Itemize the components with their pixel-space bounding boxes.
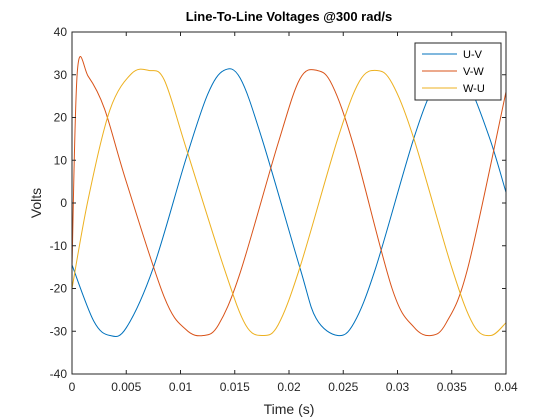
y-tick-label: -30 bbox=[50, 324, 68, 338]
y-tick-label: -40 bbox=[50, 367, 68, 381]
legend: U-V V-W W-U bbox=[414, 42, 502, 101]
axes-layer: 0 0.005 0.01 0.015 0.02 0.025 0.03 0.035 0.04 -40… bbox=[50, 25, 518, 394]
x-tick-label: 0.03 bbox=[386, 380, 410, 394]
legend-label-u-v: U-V bbox=[463, 49, 483, 61]
x-tick-label: 0.04 bbox=[494, 380, 518, 394]
y-tick-label: 10 bbox=[54, 153, 68, 167]
x-tick-label: 0.01 bbox=[169, 380, 193, 394]
x-tick-label: 0.005 bbox=[111, 380, 141, 394]
y-axis-label: Volts bbox=[28, 188, 44, 218]
chart-title: Line-To-Line Voltages @300 rad/s bbox=[186, 9, 393, 24]
series-line-w-u bbox=[72, 68, 506, 337]
y-tick-label: 20 bbox=[54, 111, 68, 125]
y-tick-label: -20 bbox=[50, 282, 68, 296]
x-axis-label: Time (s) bbox=[264, 401, 315, 417]
series-line-v-w bbox=[72, 55, 506, 337]
x-tick-label: 0 bbox=[69, 380, 76, 394]
y-tick-label: -10 bbox=[50, 239, 68, 253]
legend-label-w-u: W-U bbox=[463, 83, 485, 95]
x-tick-label: 0.035 bbox=[437, 380, 467, 394]
x-tick-label: 0.02 bbox=[277, 380, 301, 394]
x-tick-label: 0.025 bbox=[328, 380, 358, 394]
x-tick-label: 0.015 bbox=[220, 380, 250, 394]
y-tick-label: 40 bbox=[54, 25, 68, 39]
y-tick-label: 30 bbox=[54, 68, 68, 82]
y-tick-label: 0 bbox=[60, 196, 67, 210]
legend-label-v-w: V-W bbox=[463, 66, 484, 78]
